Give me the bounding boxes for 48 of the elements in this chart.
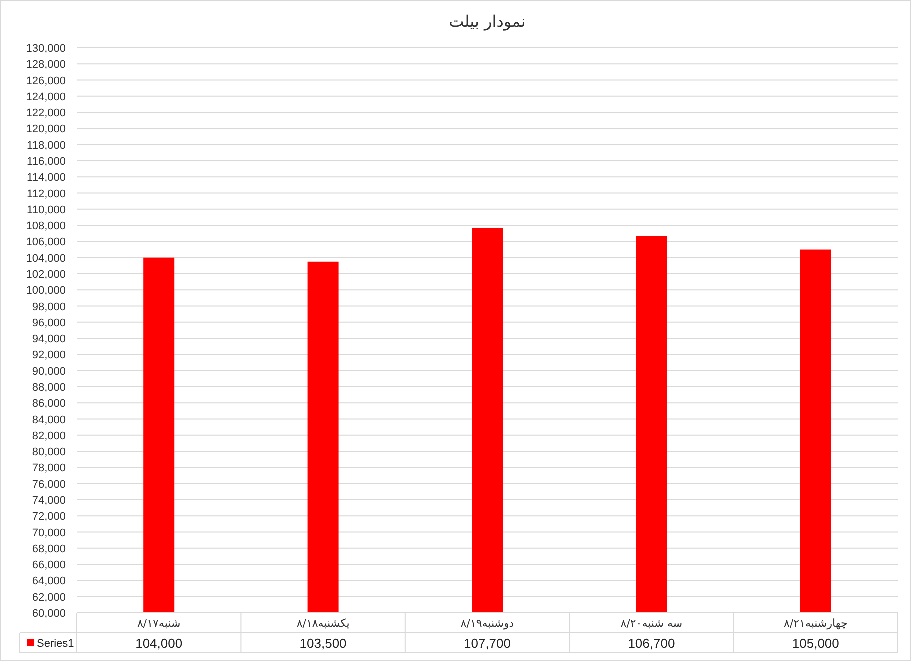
y-tick-label: 130,000 <box>26 43 66 55</box>
x-tick-label: چهارشنبه۸/۲۱ <box>784 617 848 630</box>
y-tick-label: 72,000 <box>32 511 66 524</box>
y-tick-label: 66,000 <box>32 560 66 572</box>
y-tick-label: 94,000 <box>32 334 66 346</box>
y-tick-label: 76,000 <box>32 478 66 491</box>
y-tick-label: 100,000 <box>26 285 66 298</box>
x-tick-label: یکشنبه۸/۱۸ <box>296 617 350 630</box>
y-tick-label: 102,000 <box>26 269 66 281</box>
y-tick-label: 106,000 <box>26 236 66 249</box>
y-tick-label: 124,000 <box>26 91 66 104</box>
y-tick-label: 60,000 <box>32 608 66 620</box>
y-tick-label: 64,000 <box>32 576 66 588</box>
y-tick-label: 122,000 <box>26 108 66 120</box>
y-tick-label: 110,000 <box>27 204 66 216</box>
y-tick-label: 98,000 <box>32 301 66 314</box>
data-label: 105,000 <box>792 636 840 651</box>
y-tick-label: 74,000 <box>32 495 66 507</box>
y-tick-label: 84,000 <box>32 414 66 426</box>
data-label: 106,700 <box>628 636 676 651</box>
data-label: 104,000 <box>136 636 183 651</box>
y-tick-label: 78,000 <box>32 462 66 475</box>
y-tick-label: 116,000 <box>27 156 66 168</box>
y-tick-label: 92,000 <box>32 350 66 362</box>
x-tick-label: دوشنبه۸/۱۹ <box>460 617 514 630</box>
y-tick-label: 104,000 <box>26 252 66 265</box>
y-tick-label: 120,000 <box>26 124 66 136</box>
data-label: 103,500 <box>300 636 347 651</box>
y-tick-label: 114,000 <box>27 172 66 184</box>
x-tick-label: سه شنبه۸/۲۰ <box>620 617 683 630</box>
y-tick-label: 118,000 <box>27 140 66 152</box>
legend-label: Series1 <box>37 638 74 650</box>
y-tick-label: 112,000 <box>27 188 66 200</box>
y-tick-label: 80,000 <box>32 446 66 459</box>
y-tick-label: 82,000 <box>32 430 66 442</box>
y-tick-label: 126,000 <box>26 75 66 88</box>
y-tick-label: 96,000 <box>32 317 66 330</box>
y-tick-label: 86,000 <box>32 398 66 410</box>
y-tick-label: 108,000 <box>26 220 66 233</box>
y-tick-label: 62,000 <box>32 592 66 604</box>
y-tick-label: 90,000 <box>32 366 66 378</box>
y-tick-label: 68,000 <box>32 543 66 556</box>
data-label: 107,700 <box>464 636 511 651</box>
y-tick-label: 128,000 <box>26 59 66 72</box>
x-tick-label: شنبه۸/۱۷ <box>138 617 181 630</box>
chart-title: نمودار بیلت <box>449 12 526 31</box>
y-tick-label: 88,000 <box>32 382 66 394</box>
y-tick-label: 70,000 <box>32 527 66 540</box>
